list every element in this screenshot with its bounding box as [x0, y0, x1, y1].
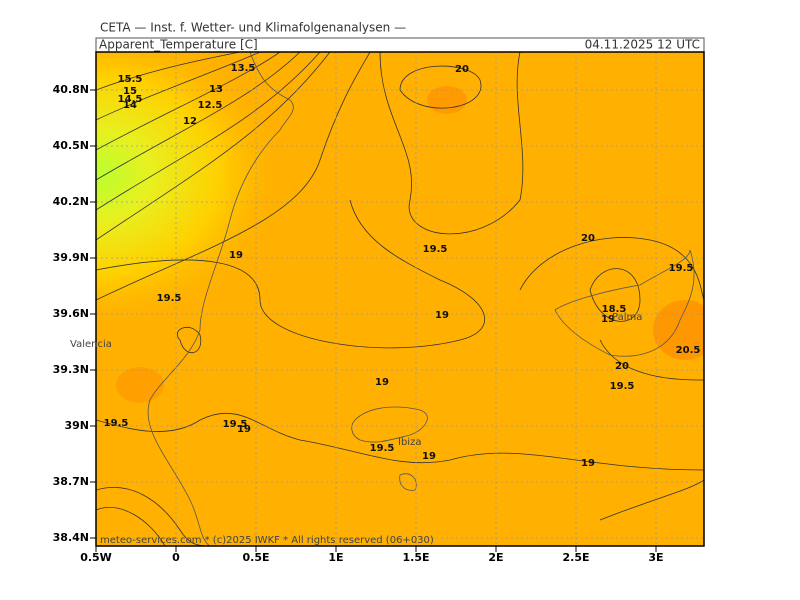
- parameter-title: Apparent_Temperature [C]: [99, 38, 258, 52]
- map-frame: [95, 51, 705, 547]
- contour-label: 19: [375, 377, 389, 388]
- valid-time: 04.11.2025 12 UTC: [585, 38, 700, 52]
- contour-label: 20.5: [676, 345, 701, 356]
- copyright: meteo-services.com * (c)2025 IWKF * All …: [100, 535, 434, 546]
- place-label: Valencia: [70, 339, 112, 350]
- contour-label: 14.5: [118, 94, 143, 105]
- contour-label: 19.5: [157, 293, 182, 304]
- lon-label: 1.5E: [402, 551, 429, 564]
- contour-label: 19: [601, 314, 615, 325]
- lon-label: 2.5E: [562, 551, 589, 564]
- contour-label: 19.5: [610, 381, 635, 392]
- contour-label: 13.5: [231, 63, 256, 74]
- contour-label: 20: [615, 361, 629, 372]
- contour-label: 19: [422, 451, 436, 462]
- contour-label: 19.5: [423, 244, 448, 255]
- lon-label: 3E: [648, 551, 663, 564]
- warm-blob: [427, 86, 467, 114]
- contour-label: 19: [435, 310, 449, 321]
- graticule: [96, 52, 704, 546]
- map-area: 15.51514.51413.51312.512201919.519.51919…: [96, 52, 704, 546]
- contour-label: 19.5: [370, 443, 395, 454]
- warm-blob: [116, 367, 164, 403]
- coastline: [147, 52, 695, 546]
- contour-label: 20: [455, 64, 469, 75]
- lon-label: 0.5E: [242, 551, 269, 564]
- lon-label: 0.5W: [80, 551, 112, 564]
- place-label: Ibiza: [398, 437, 421, 448]
- lat-label: 39.9N: [53, 251, 89, 264]
- contour-label: 12.5: [198, 100, 223, 111]
- contours: [96, 52, 704, 546]
- lon-label: 0: [172, 551, 180, 564]
- lat-label: 40.2N: [53, 195, 89, 208]
- warm-blob: [653, 300, 704, 360]
- lat-label: 38.4N: [53, 531, 89, 544]
- axes: 40.8N 40.5N 40.2N 39.9N 39.6N 39.3N 39N 38.7N 38…: [53, 83, 664, 564]
- contour-label: 14: [123, 100, 137, 111]
- place-label: Palma: [612, 312, 642, 323]
- lon-label: 2E: [488, 551, 503, 564]
- contour-labels: 15.51514.51413.51312.512201919.519.51919…: [104, 63, 701, 469]
- contour-label: 20: [581, 233, 595, 244]
- contour-label: 19: [229, 250, 243, 261]
- contour-label: 19.5: [669, 263, 694, 274]
- contour-label: 19: [237, 424, 251, 435]
- lat-label: 39.6N: [53, 307, 89, 320]
- lat-label: 39.3N: [53, 363, 89, 376]
- lat-label: 40.8N: [53, 83, 89, 96]
- contour-label: 12: [183, 116, 197, 127]
- lon-label: 1E: [328, 551, 343, 564]
- lat-label: 39N: [64, 419, 89, 432]
- lat-label: 38.7N: [53, 475, 89, 488]
- contour-label: 19.5: [104, 418, 129, 429]
- contour-label: 13: [209, 84, 223, 95]
- contour-label: 19: [581, 458, 595, 469]
- source-title: CETA — Inst. f. Wetter- und Klimafolgena…: [100, 21, 406, 35]
- lat-label: 40.5N: [53, 139, 89, 152]
- contour-label: 18.5: [602, 304, 627, 315]
- contour-label: 15: [123, 86, 137, 97]
- contour-label: 19.5: [223, 419, 248, 430]
- contour-label: 15.5: [118, 74, 143, 85]
